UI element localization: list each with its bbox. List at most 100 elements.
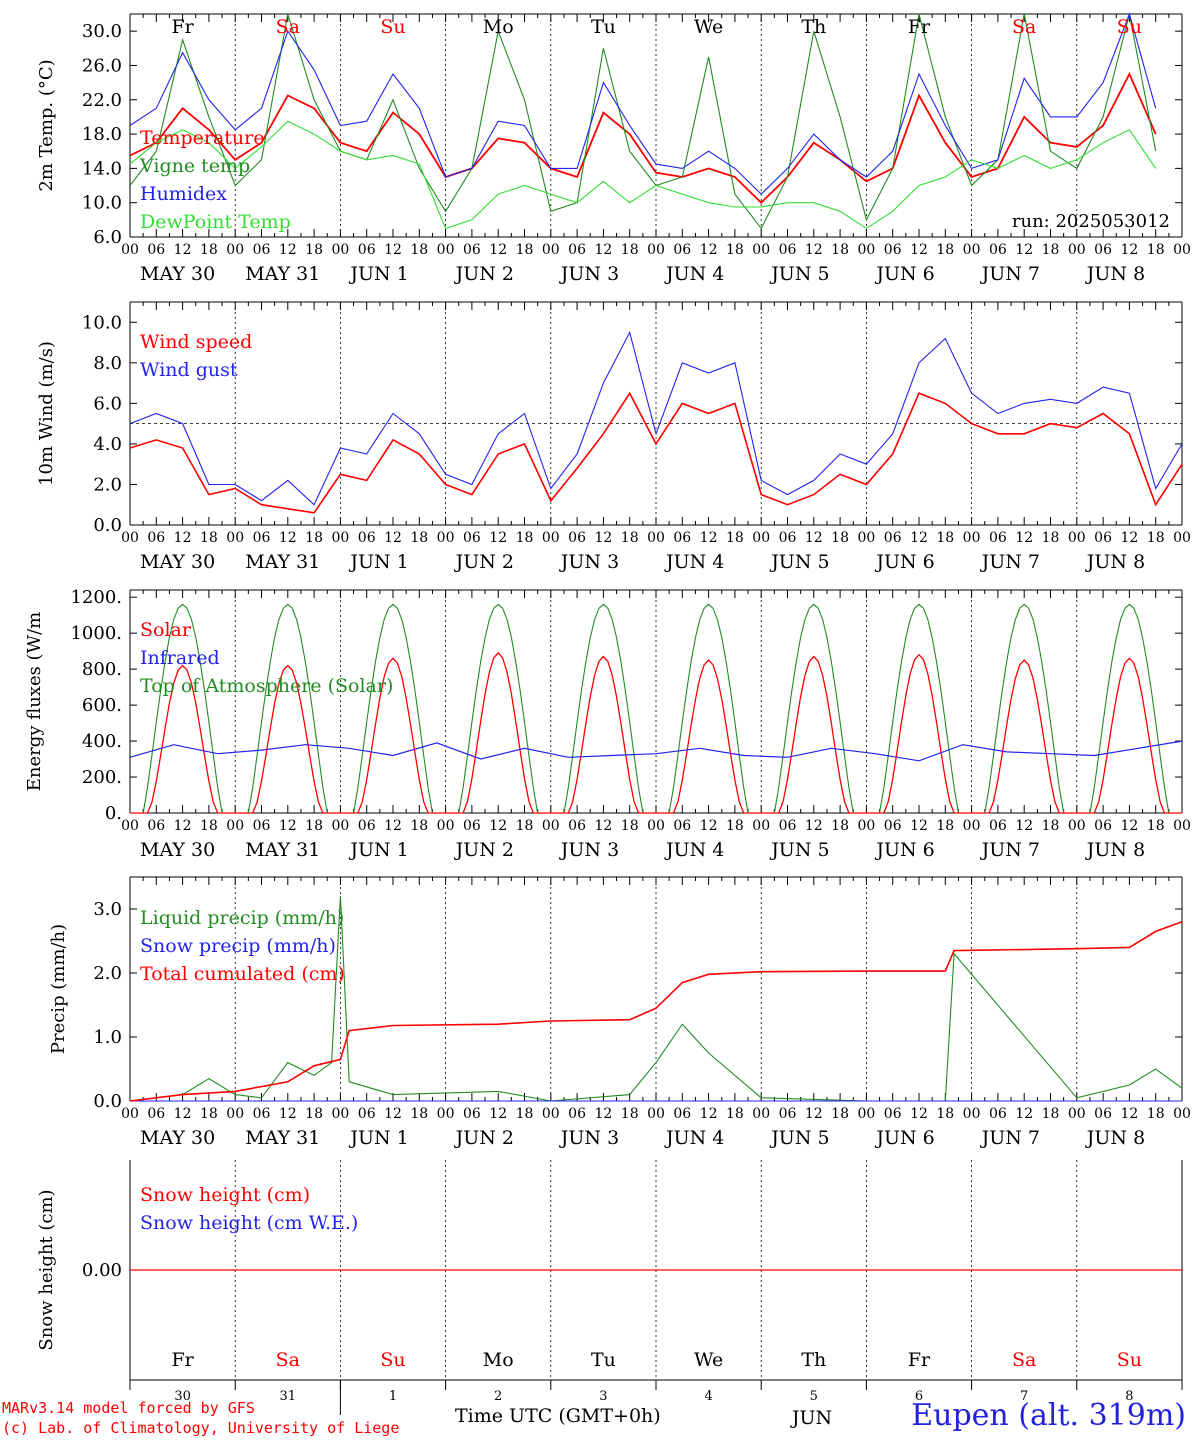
date-tick-label: JUN 4 bbox=[664, 839, 724, 861]
y-tick-label: 2.0 bbox=[93, 474, 122, 495]
hour-tick-label: 18 bbox=[516, 1106, 534, 1122]
series-line bbox=[129, 921, 1183, 1102]
x-axis-title: Time UTC (GMT+0h) bbox=[455, 1405, 661, 1427]
hour-tick-label: 18 bbox=[726, 242, 744, 258]
legend-snow-height-cm-w-e-: Snow height (cm W.E.) bbox=[140, 1212, 358, 1234]
hour-tick-label: 06 bbox=[779, 530, 797, 546]
hour-tick-label: 00 bbox=[542, 530, 560, 546]
date-tick-label: JUN 7 bbox=[980, 1127, 1040, 1149]
y-tick-label: 2.0 bbox=[93, 963, 122, 984]
date-tick-label: JUN 6 bbox=[874, 263, 934, 285]
hour-tick-label: 12 bbox=[279, 530, 297, 546]
hour-tick-label: 18 bbox=[200, 1106, 218, 1122]
hour-tick-label: 12 bbox=[594, 530, 612, 546]
hour-tick-label: 06 bbox=[779, 242, 797, 258]
hour-tick-label: 00 bbox=[857, 242, 875, 258]
weekday-label: Su bbox=[380, 1349, 405, 1371]
y-tick-label: 800. bbox=[82, 659, 122, 680]
hour-tick-label: 00 bbox=[963, 242, 981, 258]
legend-snow-precip-mm-h-: Snow precip (mm/h) bbox=[140, 935, 336, 957]
series-line bbox=[129, 120, 1157, 230]
y-tick-label: 30.0 bbox=[82, 21, 122, 42]
hour-tick-label: 12 bbox=[279, 818, 297, 834]
date-tick-label: JUN 6 bbox=[874, 1127, 934, 1149]
hour-tick-label: 06 bbox=[463, 1106, 481, 1122]
y-tick-label: 0. bbox=[105, 803, 122, 824]
y-tick-label: 0.00 bbox=[82, 1260, 122, 1281]
panel-5: 0.00 Snow height (cm) Snow height (cm) Snow… bbox=[36, 1160, 1183, 1429]
date-tick-label: JUN 7 bbox=[980, 263, 1040, 285]
hour-tick-label: 12 bbox=[174, 1106, 192, 1122]
hour-tick-label: 12 bbox=[1120, 818, 1138, 834]
day-number-label: 2 bbox=[494, 1389, 502, 1404]
date-tick-label: JUN 3 bbox=[559, 1127, 619, 1149]
hour-tick-label: 00 bbox=[647, 242, 665, 258]
hour-tick-label: 00 bbox=[752, 242, 770, 258]
date-tick-label: JUN 8 bbox=[1085, 551, 1145, 573]
y-tick-label: 10.0 bbox=[82, 312, 122, 333]
date-tick-label: JUN 2 bbox=[454, 839, 514, 861]
hour-tick-label: 06 bbox=[779, 818, 797, 834]
hour-tick-label: 00 bbox=[647, 1106, 665, 1122]
hour-tick-label: 00 bbox=[1068, 530, 1086, 546]
hour-tick-label: 18 bbox=[831, 818, 849, 834]
hour-tick-label: 06 bbox=[253, 1106, 271, 1122]
weekday-label: Sa bbox=[276, 16, 300, 38]
hour-tick-label: 06 bbox=[463, 818, 481, 834]
legend-infrared: Infrared bbox=[140, 647, 220, 669]
date-tick-label: JUN 6 bbox=[874, 551, 934, 573]
hour-tick-label: 06 bbox=[989, 1106, 1007, 1122]
date-tick-label: JUN 2 bbox=[454, 263, 514, 285]
hour-tick-label: 06 bbox=[253, 530, 271, 546]
hour-tick-label: 06 bbox=[147, 530, 165, 546]
hour-tick-label: 00 bbox=[121, 242, 139, 258]
series-line bbox=[130, 651, 1182, 814]
day-number-label: 1 bbox=[389, 1389, 397, 1404]
hour-tick-label: 06 bbox=[1094, 242, 1112, 258]
hour-tick-label: 06 bbox=[358, 1106, 376, 1122]
hour-tick-label: 06 bbox=[147, 1106, 165, 1122]
date-tick-label: JUN 5 bbox=[769, 263, 829, 285]
hour-tick-label: 18 bbox=[410, 818, 428, 834]
hour-tick-label: 18 bbox=[1042, 530, 1060, 546]
hour-tick-label: 06 bbox=[989, 530, 1007, 546]
hour-tick-label: 12 bbox=[489, 818, 507, 834]
date-tick-label: MAY 30 bbox=[140, 263, 215, 285]
hour-tick-label: 06 bbox=[463, 530, 481, 546]
hour-tick-label: 18 bbox=[831, 1106, 849, 1122]
hour-tick-label: 00 bbox=[437, 1106, 455, 1122]
y-tick-label: 200. bbox=[82, 767, 122, 788]
hour-tick-label: 12 bbox=[1120, 242, 1138, 258]
hour-tick-label: 12 bbox=[910, 242, 928, 258]
date-tick-label: JUN 1 bbox=[348, 263, 408, 285]
hour-tick-label: 12 bbox=[594, 818, 612, 834]
hour-tick-label: 00 bbox=[331, 530, 349, 546]
y-tick-label: 8.0 bbox=[93, 353, 122, 374]
hour-tick-label: 06 bbox=[779, 1106, 797, 1122]
y-tick-label: 0.0 bbox=[93, 1091, 122, 1112]
date-tick-label: JUN 1 bbox=[348, 839, 408, 861]
y-tick-label: 14.0 bbox=[82, 158, 122, 179]
hour-tick-label: 12 bbox=[1015, 818, 1033, 834]
date-tick-label: JUN 7 bbox=[980, 839, 1040, 861]
hour-tick-label: 06 bbox=[1094, 1106, 1112, 1122]
series-line bbox=[129, 13, 1157, 230]
panel-2: 00 06 12 18 00 06 12 18 00 06 12 18 00 06 12 18 00 06 12 18… bbox=[36, 301, 1191, 573]
hour-tick-label: 12 bbox=[279, 1106, 297, 1122]
date-tick-label: MAY 30 bbox=[140, 839, 215, 861]
hour-tick-label: 18 bbox=[200, 242, 218, 258]
hour-tick-label: 00 bbox=[963, 530, 981, 546]
hour-tick-label: 18 bbox=[305, 530, 323, 546]
run-label: run: 2025053012 bbox=[1012, 211, 1170, 232]
y-axis-label: Snow height (cm) bbox=[36, 1189, 57, 1350]
weekday-label: Fr bbox=[171, 16, 194, 38]
legend-liquid-precip-mm-h-: Liquid precip (mm/h) bbox=[140, 907, 344, 929]
date-tick-label: JUN 1 bbox=[348, 1127, 408, 1149]
hour-tick-label: 12 bbox=[910, 530, 928, 546]
hour-tick-label: 18 bbox=[936, 1106, 954, 1122]
hour-tick-label: 00 bbox=[226, 242, 244, 258]
day-number-label: 5 bbox=[810, 1389, 818, 1404]
hour-tick-label: 18 bbox=[1147, 530, 1165, 546]
hour-tick-label: 06 bbox=[989, 242, 1007, 258]
hour-tick-label: 06 bbox=[568, 818, 586, 834]
